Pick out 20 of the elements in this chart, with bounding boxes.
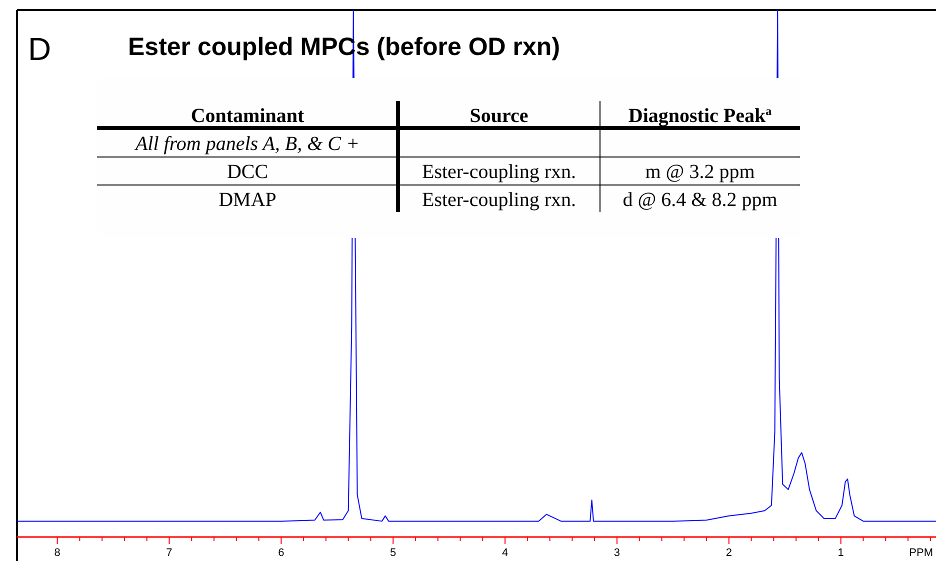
x-tick-label: 3 bbox=[614, 547, 620, 559]
x-tick-label: 7 bbox=[166, 547, 172, 559]
x-tick-label: 6 bbox=[278, 547, 284, 559]
annotation: D bbox=[28, 31, 52, 67]
annotation: DCC bbox=[226, 161, 268, 183]
annotation: Source bbox=[470, 105, 528, 127]
x-tick-label: 1 bbox=[838, 547, 844, 559]
annotation: Ester-coupling rxn. bbox=[422, 189, 576, 211]
x-axis-title: PPM bbox=[909, 547, 933, 559]
annotation: m @ 3.2 ppm bbox=[645, 161, 756, 183]
x-tick-label: 5 bbox=[390, 547, 396, 559]
annotation: All from panels A, B, & C + bbox=[133, 133, 360, 155]
x-tick-label: 2 bbox=[726, 547, 732, 559]
annotation: Contaminant bbox=[190, 105, 305, 127]
annotation: d @ 6.4 & 8.2 ppm bbox=[622, 189, 778, 211]
annotation: DMAP bbox=[218, 189, 276, 211]
x-tick-label: 4 bbox=[502, 547, 508, 559]
annotation: Diagnostic Peak$^{a}$ bbox=[628, 104, 772, 127]
x-tick-label: 8 bbox=[54, 547, 60, 559]
annotation: Ester-coupling rxn. bbox=[422, 161, 576, 183]
